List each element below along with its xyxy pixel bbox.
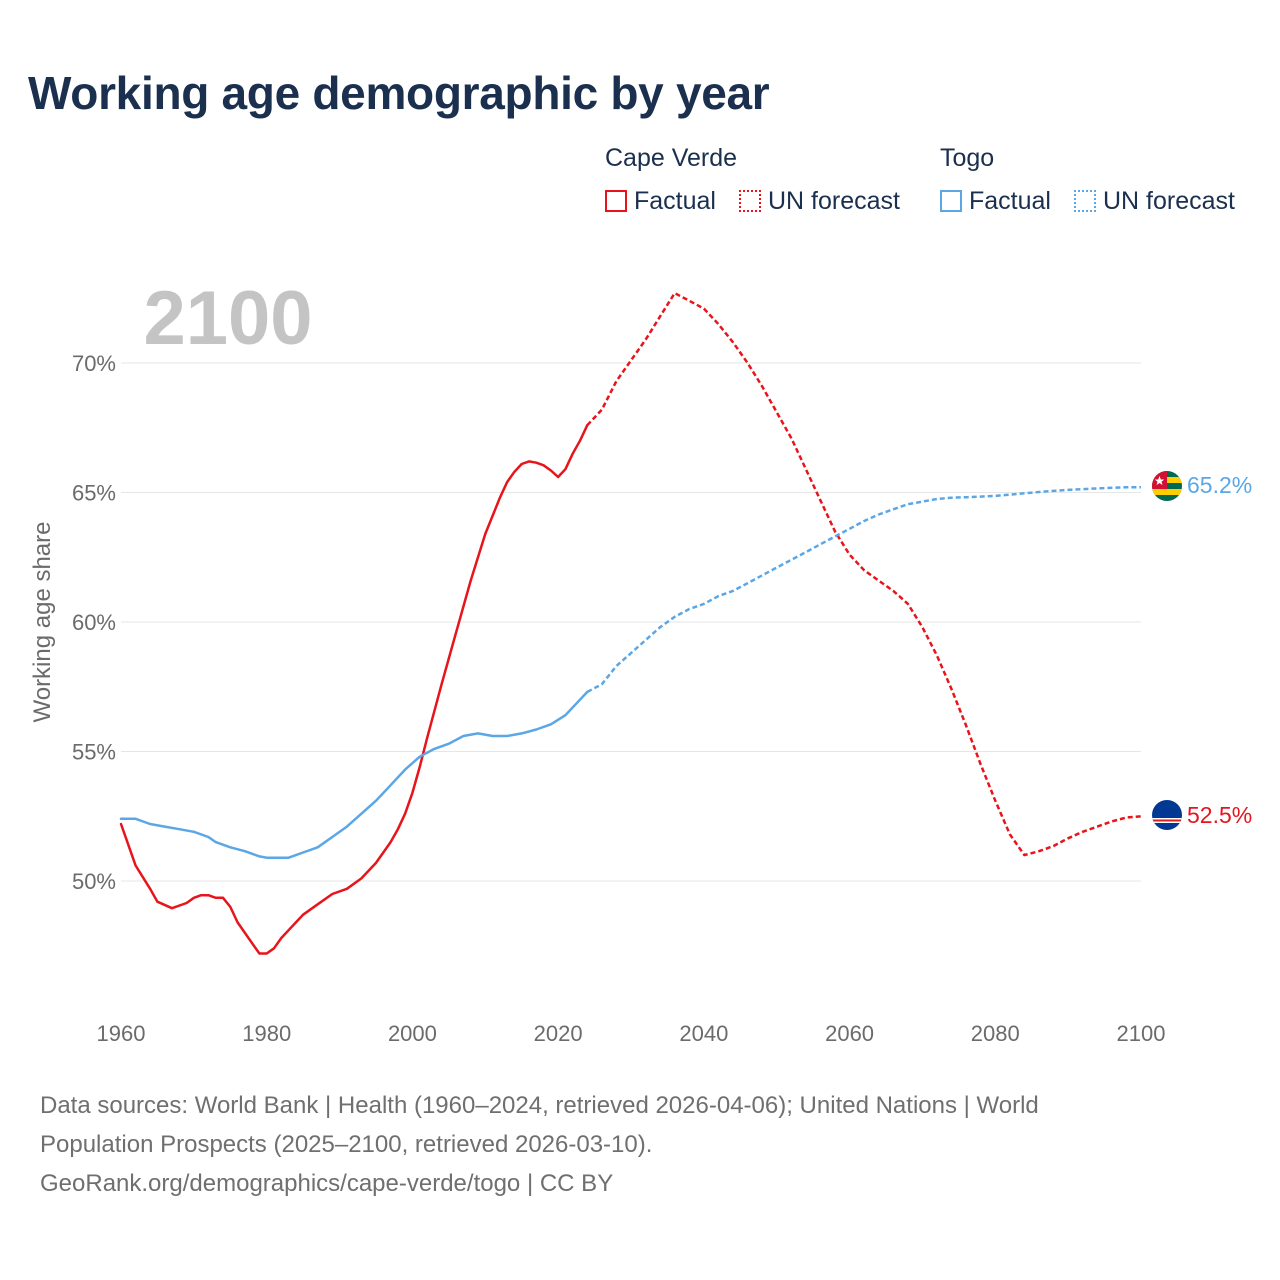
legend-label: Factual bbox=[969, 186, 1051, 215]
gridlines bbox=[121, 362, 1141, 882]
legend-cape-verde-factual[interactable]: Factual bbox=[605, 186, 716, 216]
x-tick-label: 2080 bbox=[971, 1021, 1020, 1046]
legend-togo-factual[interactable]: Factual bbox=[940, 186, 1051, 216]
line-chart: 2100 50% 55% 60% 65% 70% 1960 1980 2000 2020 204… bbox=[29, 276, 1252, 1046]
data-sources-footer: Data sources: World Bank | Health (1960–… bbox=[40, 1086, 1240, 1203]
cape-verde-forecast-line[interactable] bbox=[586, 291, 1142, 857]
cape-verde-factual-line[interactable] bbox=[119, 423, 589, 955]
x-tick-label: 2100 bbox=[1117, 1021, 1166, 1046]
x-tick-label: 1960 bbox=[97, 1021, 146, 1046]
y-axis-title: Working age share bbox=[29, 522, 56, 723]
legend-label: UN forecast bbox=[768, 186, 900, 215]
x-axis: 1960 1980 2000 2020 2040 2060 2080 2100 bbox=[97, 1021, 1166, 1046]
cape-verde-end-value: 52.5% bbox=[1187, 802, 1252, 828]
series-lines bbox=[119, 291, 1142, 955]
legend-swatch-dotted-blue bbox=[1074, 190, 1096, 212]
togo-factual-line[interactable] bbox=[119, 690, 589, 859]
legend-label: Factual bbox=[634, 186, 716, 215]
legend-cape-verde-forecast[interactable]: UN forecast bbox=[739, 186, 900, 216]
footer-line-2: Population Prospects (2025–2100, retriev… bbox=[40, 1131, 653, 1158]
year-watermark: 2100 bbox=[143, 276, 312, 361]
togo-forecast-line[interactable] bbox=[586, 486, 1141, 694]
togo-flag-icon bbox=[1152, 471, 1182, 501]
legend-title-togo: Togo bbox=[940, 144, 995, 172]
x-tick-label: 2000 bbox=[388, 1021, 437, 1046]
legend-swatch-solid-blue bbox=[940, 190, 962, 212]
x-tick-label: 1980 bbox=[242, 1021, 291, 1046]
footer-line-1: Data sources: World Bank | Health (1960–… bbox=[40, 1092, 1039, 1119]
footer-line-3[interactable]: GeoRank.org/demographics/cape-verde/togo… bbox=[40, 1170, 614, 1197]
y-tick-label: 50% bbox=[72, 869, 116, 894]
y-tick-label: 55% bbox=[72, 740, 116, 765]
cape-verde-flag-icon bbox=[1152, 800, 1182, 830]
page-title: Working age demographic by year bbox=[28, 67, 770, 119]
legend-title-cape-verde: Cape Verde bbox=[605, 144, 738, 172]
y-axis: 50% 55% 60% 65% 70% bbox=[72, 351, 116, 894]
legend-togo-forecast[interactable]: UN forecast bbox=[1074, 186, 1235, 216]
x-tick-label: 2060 bbox=[825, 1021, 874, 1046]
legend-swatch-solid-red bbox=[605, 190, 627, 212]
y-tick-label: 60% bbox=[72, 610, 116, 635]
y-tick-label: 65% bbox=[72, 481, 116, 506]
x-tick-label: 2040 bbox=[679, 1021, 728, 1046]
x-tick-label: 2020 bbox=[534, 1021, 583, 1046]
y-tick-label: 70% bbox=[72, 351, 116, 376]
togo-end-value: 65.2% bbox=[1187, 472, 1252, 498]
legend-swatch-dotted-red bbox=[739, 190, 761, 212]
legend-label: UN forecast bbox=[1103, 186, 1235, 215]
